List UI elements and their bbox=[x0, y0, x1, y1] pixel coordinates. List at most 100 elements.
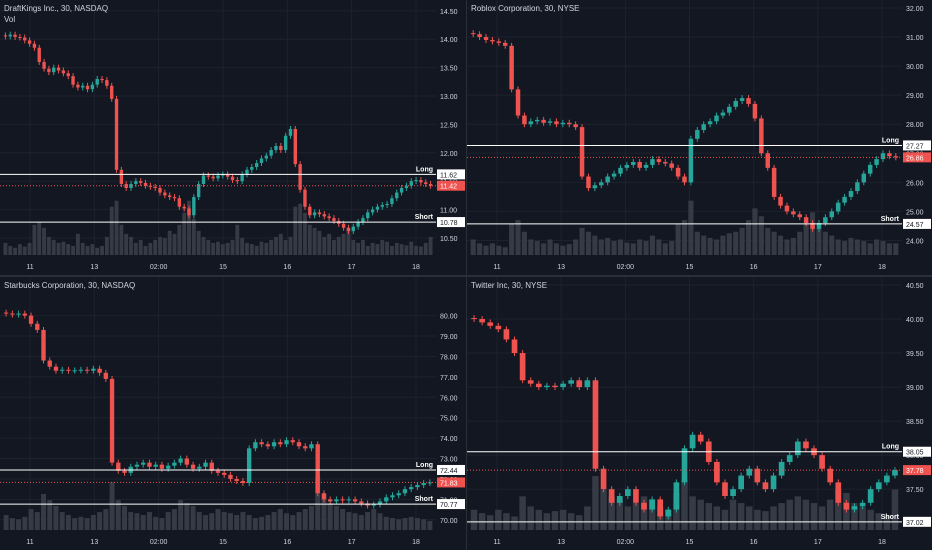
candle-body bbox=[283, 135, 288, 150]
candle-body bbox=[352, 499, 358, 502]
price-tick-label: 77.00 bbox=[440, 375, 458, 382]
chart-title: Starbucks Corporation, 30, NASDAQ bbox=[4, 281, 136, 290]
volume-bar bbox=[383, 516, 389, 530]
time-tick-label: 02:00 bbox=[617, 264, 635, 271]
time-tick-label: 16 bbox=[283, 264, 291, 271]
volume-bar bbox=[46, 236, 51, 255]
candle-body bbox=[110, 85, 114, 99]
candle-body bbox=[399, 187, 404, 193]
volume-bar bbox=[566, 244, 572, 255]
volume-bar bbox=[143, 245, 148, 255]
candle-body bbox=[321, 493, 327, 500]
volume-bar bbox=[713, 239, 720, 255]
chart-svg-draftkings[interactable]: Long Short 14.50 14.00 13.50 13.00 12.50 12.00 1… bbox=[0, 0, 466, 275]
candle-body bbox=[240, 481, 246, 484]
volume-bar bbox=[356, 242, 361, 255]
volume-bar bbox=[495, 509, 502, 530]
candle-body bbox=[599, 182, 604, 186]
chart-svg-starbucks[interactable]: Long Short 80.00 79.00 78.00 77.00 76.00 75.00 7… bbox=[0, 277, 466, 550]
volume-bar bbox=[726, 233, 732, 255]
volume-bar bbox=[765, 227, 771, 255]
volume-bar bbox=[427, 521, 433, 530]
volume-bar bbox=[95, 247, 100, 255]
candle-body bbox=[271, 442, 277, 447]
candle-body bbox=[421, 483, 426, 486]
volume-bar bbox=[576, 515, 583, 530]
volume-bar bbox=[245, 242, 249, 255]
candle-body bbox=[66, 73, 70, 77]
volume-bar bbox=[515, 220, 521, 255]
level-price-tag bbox=[437, 464, 465, 475]
volume-bar bbox=[790, 237, 796, 255]
candle-body bbox=[303, 446, 308, 449]
candle-body bbox=[625, 489, 631, 496]
time-tick-label: 16 bbox=[750, 264, 758, 271]
chart-pane-twitter[interactable]: LongShort40.5040.0039.5039.0038.5038.003… bbox=[467, 277, 932, 550]
volume-bar bbox=[312, 227, 317, 255]
volume-bar bbox=[630, 243, 636, 255]
volume-bar bbox=[265, 515, 271, 530]
volume-bar bbox=[624, 506, 632, 530]
volume-bar bbox=[240, 512, 246, 530]
volume-bar bbox=[61, 241, 66, 255]
candle-body bbox=[78, 369, 84, 371]
candle-body bbox=[91, 368, 96, 371]
candle-body bbox=[730, 489, 736, 496]
time-tick-label: 13 bbox=[557, 264, 565, 271]
volume-bar bbox=[288, 236, 293, 255]
chart-pane-starbucks[interactable]: Long Short 80.00 79.00 78.00 77.00 76.00 75.00 7… bbox=[0, 277, 466, 550]
volume-bar bbox=[483, 245, 489, 255]
volume-bar bbox=[770, 506, 777, 530]
price-tick-label: 80.00 bbox=[440, 314, 458, 321]
volume-bar bbox=[421, 519, 427, 530]
volume-bar bbox=[9, 518, 15, 530]
price-tick-label: 11.00 bbox=[440, 208, 457, 215]
candle-body bbox=[631, 162, 636, 165]
candle-body bbox=[739, 98, 745, 101]
volume-bar bbox=[104, 236, 109, 255]
candle-body bbox=[308, 206, 312, 216]
chart-svg-twitter[interactable]: LongShort40.5040.0039.5039.0038.5038.003… bbox=[467, 277, 932, 550]
candle-body bbox=[158, 187, 162, 193]
level-name-label: Short bbox=[415, 496, 434, 503]
volume-bar bbox=[707, 237, 713, 255]
candle-body bbox=[380, 205, 384, 207]
candle-body bbox=[3, 35, 8, 37]
volume-bar bbox=[187, 200, 191, 255]
volume-bar bbox=[302, 509, 308, 530]
volume-bar bbox=[829, 235, 835, 255]
candle-body bbox=[167, 195, 172, 198]
time-tick-label: 18 bbox=[412, 264, 420, 271]
candle-body bbox=[884, 475, 890, 483]
chart-pane-roblox[interactable]: LongShort32.0031.0030.0029.0028.0027.002… bbox=[467, 0, 932, 275]
candle-body bbox=[13, 34, 17, 37]
volume-bar bbox=[71, 245, 75, 255]
volume-bar bbox=[414, 518, 420, 530]
candle-body bbox=[695, 130, 700, 139]
volume-bar bbox=[206, 239, 211, 255]
volume-bar bbox=[47, 500, 53, 530]
candle-body bbox=[681, 448, 688, 483]
candle-body bbox=[754, 468, 761, 483]
volume-bar bbox=[59, 512, 65, 530]
candle-body bbox=[535, 383, 542, 388]
candle-body bbox=[490, 39, 495, 42]
last-price-tag bbox=[903, 465, 931, 476]
volume-bar bbox=[66, 244, 71, 255]
chart-svg-roblox[interactable]: LongShort32.0031.0030.0029.0028.0027.002… bbox=[467, 0, 932, 275]
pane-divider-horizontal[interactable] bbox=[0, 275, 932, 277]
candle-body bbox=[656, 159, 662, 163]
price-tick-label: 39.00 bbox=[906, 385, 924, 392]
volume-bar bbox=[746, 506, 753, 530]
candle-body bbox=[116, 462, 121, 471]
volume-bar bbox=[848, 237, 854, 255]
candle-body bbox=[643, 164, 649, 168]
chart-pane-draftkings[interactable]: Long Short 14.50 14.00 13.50 13.00 12.50 12.00 1… bbox=[0, 0, 466, 275]
candle-body bbox=[669, 163, 674, 168]
candle-body bbox=[206, 175, 211, 177]
chart-title: DraftKings Inc., 30, NASDAQ bbox=[4, 4, 109, 13]
volume-bar bbox=[404, 245, 409, 255]
volume-bar bbox=[643, 241, 649, 255]
candle-body bbox=[327, 499, 333, 502]
volume-label: Vol bbox=[4, 15, 16, 24]
